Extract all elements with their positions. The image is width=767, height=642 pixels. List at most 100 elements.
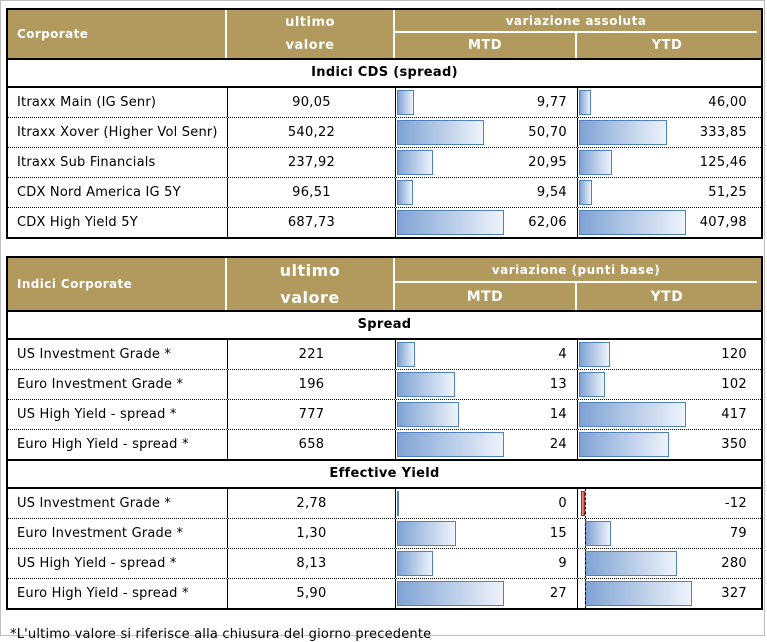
ytd-bar (585, 551, 677, 576)
table-row: Euro Investment Grade * 196 13 102 (8, 369, 761, 399)
mtd-value: 62,06 (528, 215, 567, 230)
mtd-bar (397, 342, 415, 367)
section-title: Spread (8, 310, 761, 340)
row-label: Itraxx Sub Financials (17, 155, 156, 170)
ytd-bar (579, 402, 686, 427)
ytd-bar (585, 521, 611, 546)
row-value: 1,30 (227, 519, 395, 548)
ytd-value: 46,00 (708, 95, 747, 110)
value-header-line1: ultimo (285, 15, 335, 30)
ytd-bar (581, 491, 585, 516)
section-title: Effective Yield (8, 459, 761, 489)
value-header-line2: valore (285, 38, 335, 53)
footnote: *L'ultimo valore si riferisce alla chius… (10, 627, 432, 642)
mtd-bar (397, 521, 456, 546)
row-label: Itraxx Main (IG Senr) (17, 95, 157, 110)
tables-container: Corporate ultimo valore variazione assoluta… (6, 8, 763, 610)
table-row: Itraxx Sub Financials 237,92 20,95 125,46 (8, 147, 761, 177)
mtd-cell: 9 (395, 549, 577, 578)
mtd-bar (397, 551, 433, 576)
ytd-column-header: YTD (651, 38, 683, 53)
row-label: Euro High Yield - spread * (17, 437, 189, 452)
mtd-cell: 62,06 (395, 208, 577, 237)
mtd-value: 4 (558, 347, 567, 362)
table-row: CDX High Yield 5Y 687,73 62,06 407,98 (8, 207, 761, 237)
row-value: 540,22 (227, 118, 395, 147)
row-label: US Investment Grade * (17, 496, 172, 511)
value-header-line1: ultimo (279, 261, 341, 280)
mtd-cell: 4 (395, 340, 577, 369)
table-row: Itraxx Xover (Higher Vol Senr) 540,22 50,7… (8, 117, 761, 147)
mtd-value: 0 (558, 496, 567, 511)
mtd-bar (397, 432, 504, 457)
zero-axis-line (585, 519, 586, 548)
mtd-value: 24 (549, 437, 567, 452)
mtd-bar (397, 120, 484, 145)
value-header-line2: valore (280, 288, 340, 307)
row-label: US High Yield - spread * (17, 556, 177, 571)
zero-axis-line (585, 549, 586, 578)
mtd-cell: 27 (395, 579, 577, 608)
ytd-bar (579, 210, 686, 235)
mtd-value: 27 (549, 586, 567, 601)
ytd-value: 327 (721, 586, 747, 601)
row-value: 96,51 (227, 178, 395, 207)
ytd-cell: 79 (577, 519, 757, 548)
row-label: Euro High Yield - spread * (17, 586, 189, 601)
ytd-cell: 280 (577, 549, 757, 578)
ytd-cell: 102 (577, 370, 757, 399)
corner-label: Indici Corporate (8, 258, 227, 310)
ytd-bar (579, 120, 667, 145)
ytd-cell: 51,25 (577, 178, 757, 207)
mtd-bar (397, 402, 459, 427)
row-value: 237,92 (227, 148, 395, 177)
mtd-cell: 24 (395, 430, 577, 459)
section-title: Indici CDS (spread) (8, 58, 761, 88)
table-header: Corporate ultimo valore variazione assoluta… (8, 10, 761, 58)
ytd-bar (579, 90, 591, 115)
mtd-cell: 20,95 (395, 148, 577, 177)
mtd-bar (397, 491, 399, 516)
ytd-value: 407,98 (699, 215, 747, 230)
zero-axis-line (585, 489, 586, 518)
ytd-cell: 46,00 (577, 88, 757, 117)
mtd-cell: 15 (395, 519, 577, 548)
ytd-cell: 125,46 (577, 148, 757, 177)
mtd-cell: 9,54 (395, 178, 577, 207)
ytd-value: 79 (729, 526, 747, 541)
ytd-value: 417 (721, 407, 747, 422)
mtd-value: 20,95 (528, 155, 567, 170)
row-value: 658 (227, 430, 395, 459)
zero-axis-line (585, 579, 586, 608)
ytd-bar (579, 432, 669, 457)
corner-label: Corporate (8, 10, 227, 58)
mtd-bar (397, 210, 504, 235)
ytd-value: 350 (721, 437, 747, 452)
row-label: US High Yield - spread * (17, 407, 177, 422)
mtd-cell: 50,70 (395, 118, 577, 147)
mtd-value: 9,77 (536, 95, 567, 110)
ytd-bar (579, 180, 592, 205)
ytd-cell: -12 (577, 489, 757, 518)
mtd-value: 9,54 (536, 185, 567, 200)
row-value: 90,05 (227, 88, 395, 117)
row-value: 221 (227, 340, 395, 369)
mtd-bar (397, 180, 413, 205)
ytd-value: 333,85 (699, 125, 747, 140)
mtd-value: 13 (549, 377, 567, 392)
table-cds: Corporate ultimo valore variazione assoluta… (6, 8, 763, 239)
mtd-bar (397, 581, 504, 606)
ytd-bar (579, 372, 605, 397)
row-value: 777 (227, 400, 395, 429)
table-corporate: Indici Corporate ultimo valore variazione (… (6, 256, 763, 610)
ytd-cell: 333,85 (577, 118, 757, 147)
mtd-value: 15 (549, 526, 567, 541)
mtd-value: 9 (558, 556, 567, 571)
table-row: CDX Nord America IG 5Y 96,51 9,54 51,25 (8, 177, 761, 207)
value-column-header: ultimo valore (227, 258, 395, 310)
ytd-bar (585, 581, 692, 606)
ytd-cell: 327 (577, 579, 757, 608)
ytd-value: 102 (721, 377, 747, 392)
ytd-cell: 407,98 (577, 208, 757, 237)
table-row: Itraxx Main (IG Senr) 90,05 9,77 46,00 (8, 88, 761, 117)
